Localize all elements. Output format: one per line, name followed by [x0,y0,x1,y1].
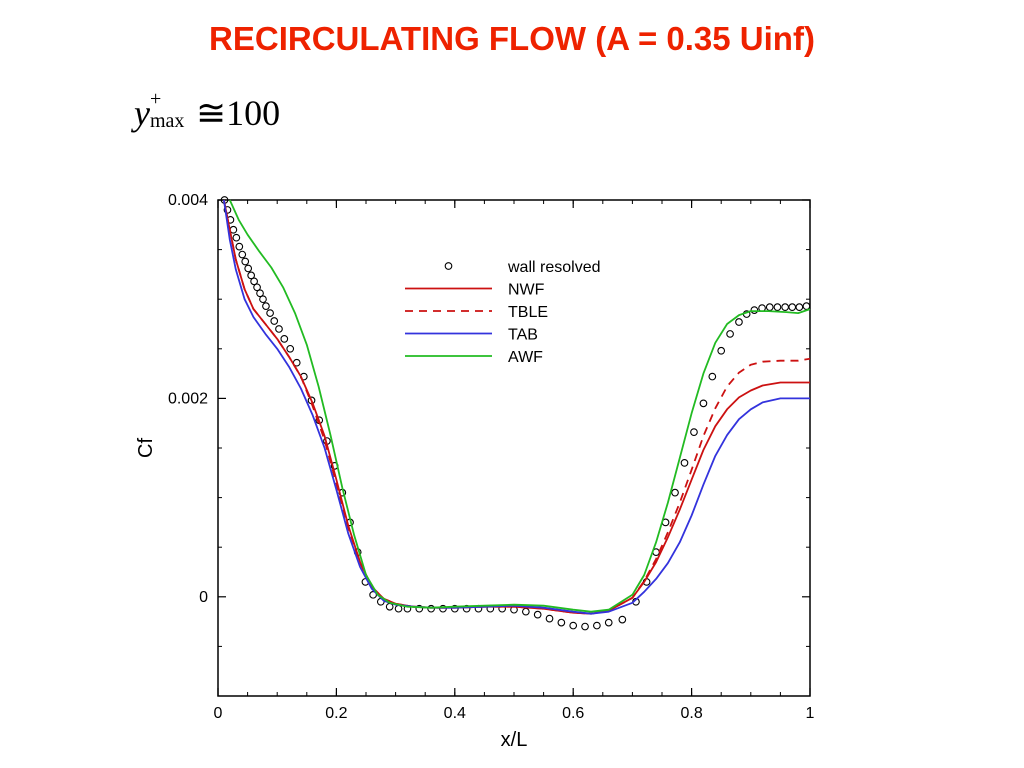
wall-resolved-point [280,335,289,343]
wall-resolved-point [415,604,424,613]
wall-resolved-point [795,303,804,311]
wall-resolved-point [545,614,554,623]
chart-labels: 0 0.2 0.4 0.6 0.8 1 0 0.002 0.004 x/L Cf [135,192,815,751]
wall-resolved-point [253,283,261,292]
wall-resolved-point [270,317,279,325]
wall-resolved-point [750,306,759,314]
wall-resolved-point [439,604,447,613]
formula-relation: ≅100 [195,93,281,133]
legend-label-tab: TAB [508,327,538,344]
wall-resolved-point [788,303,797,311]
wall-resolved-point [250,277,258,286]
x-tick-label: 0 [214,705,223,722]
wall-resolved-point [699,399,708,408]
wall-resolved-point [593,621,601,630]
wall-resolved-point [802,302,811,310]
wall-resolved-point [717,346,726,355]
wall-resolved-point [690,428,698,436]
wall-resolved-point [232,233,241,242]
wall-resolved-point [247,271,256,280]
wall-resolved-point [238,250,247,259]
wall-resolved-point [581,622,589,631]
y-tick-label: 0.004 [168,192,208,209]
x-axis-label: x/L [501,729,528,751]
wall-resolved-point [569,621,578,630]
wall-resolved-point [680,459,689,467]
wall-resolved-point [521,607,530,616]
wall-resolved-point [726,330,734,338]
wall-resolved-point [235,242,244,251]
formula-variable: y [134,93,150,133]
wall-resolved-point [259,295,267,304]
wall-resolved-point [557,618,566,627]
wall-resolved-point [781,303,789,311]
wall-resolved-point [765,303,774,311]
y-tick-label: 0 [199,589,208,606]
y-plus-max-formula: y + max ≅100 [134,88,281,134]
formula-superscript: + [149,88,162,110]
wall-resolved-point [773,303,782,311]
wall-resolved-point [286,344,295,353]
chart-legend: wall resolved NWF TBLE TAB AWF [405,259,600,366]
formula-scripts: + max [150,88,190,132]
x-tick-label: 0.6 [562,705,584,722]
wall-resolved-point [369,590,377,599]
wall-resolved-point [427,604,435,613]
legend-label-wall-resolved: wall resolved [507,259,600,276]
wall-resolved-point [533,610,542,619]
wall-resolved-point [256,289,264,298]
wall-resolved-point [735,318,743,326]
wall-resolved-point [394,604,403,613]
formula-subscript: max [149,110,185,132]
wall-resolved-point [671,488,679,497]
x-tick-label: 0.2 [325,705,347,722]
x-tick-label: 1 [806,705,815,722]
wall-resolved-point [223,206,232,214]
awf-line [228,199,811,613]
wall-resolved-point [450,604,459,613]
wall-resolved-point [244,264,253,273]
slide-title: RECIRCULATING FLOW (A = 0.35 Uinf) [209,20,815,57]
wall-resolved-point [266,309,274,317]
x-tick-label: 0.8 [680,705,702,722]
chart-series [220,196,811,631]
legend-label-awf: AWF [508,349,543,366]
legend-marker-wall-resolved [444,262,453,270]
y-tick-label: 0.002 [168,390,208,407]
legend-label-tble: TBLE [508,304,548,321]
tab-line [223,199,810,615]
wall-resolved-point [275,325,283,333]
wall-resolved-point [241,257,250,266]
wall-resolved-point [618,615,627,624]
chart-frame [217,199,811,697]
y-axis-label: Cf [135,438,157,458]
wall-resolved-point [708,372,717,381]
wall-resolved-point [604,618,613,627]
legend-label-nwf: NWF [508,282,545,299]
wall-resolved-point [262,302,270,310]
x-tick-label: 0.4 [444,705,466,722]
